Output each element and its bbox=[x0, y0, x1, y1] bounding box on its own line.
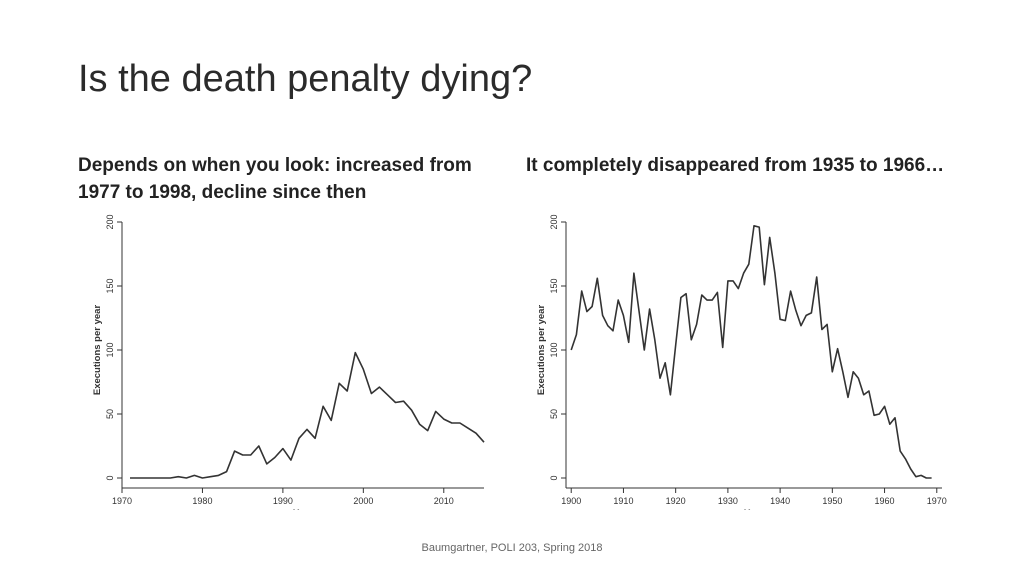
series-line bbox=[570, 225, 932, 479]
x-tick-label: 1930 bbox=[718, 496, 738, 506]
executions-chart-1900-1970: 0 50 100 150 200 1900 1910 1920 1930 1940 1950 1960… bbox=[536, 214, 947, 510]
y-tick-label: 50 bbox=[549, 409, 559, 419]
y-tick-label: 150 bbox=[549, 278, 559, 293]
x-tick-label: 1910 bbox=[613, 496, 633, 506]
x-tick-label: 2010 bbox=[434, 496, 454, 506]
executions-chart-1970-2015: 0 50 100 150 200 1970 1980 1990 2000 2010 Year Exec… bbox=[92, 214, 485, 510]
series-line bbox=[130, 351, 485, 479]
y-tick-label: 0 bbox=[549, 475, 559, 480]
x-tick-label: 1950 bbox=[822, 496, 842, 506]
y-axis-title: Executions per year bbox=[536, 305, 547, 396]
x-tick-label: 1980 bbox=[192, 496, 212, 506]
x-axis-title: Year bbox=[293, 508, 313, 510]
y-tick-label: 100 bbox=[549, 342, 559, 357]
footer-credit: Baumgartner, POLI 203, Spring 2018 bbox=[421, 542, 603, 554]
x-tick-label: 1970 bbox=[112, 496, 132, 506]
y-tick-label: 100 bbox=[105, 342, 115, 357]
y-tick-label: 0 bbox=[105, 475, 115, 480]
y-tick-label: 200 bbox=[105, 214, 115, 229]
x-tick-label: 1990 bbox=[273, 496, 293, 506]
right-heading: It completely disappeared from 1935 to 1… bbox=[526, 155, 945, 176]
y-tick-label: 200 bbox=[549, 214, 559, 229]
x-tick-label: 1920 bbox=[666, 496, 686, 506]
x-tick-label: 1940 bbox=[770, 496, 790, 506]
page-title: Is the death penalty dying? bbox=[78, 58, 533, 100]
x-tick-label: 2000 bbox=[353, 496, 373, 506]
left-heading: Depends on when you look: increased from… bbox=[78, 155, 472, 203]
x-tick-label: 1970 bbox=[927, 496, 947, 506]
y-axis-title: Executions per year bbox=[92, 305, 103, 396]
x-axis-title: Year bbox=[744, 508, 764, 510]
y-tick-label: 150 bbox=[105, 278, 115, 293]
x-tick-label: 1900 bbox=[561, 496, 581, 506]
y-tick-label: 50 bbox=[105, 409, 115, 419]
x-tick-label: 1960 bbox=[875, 496, 895, 506]
